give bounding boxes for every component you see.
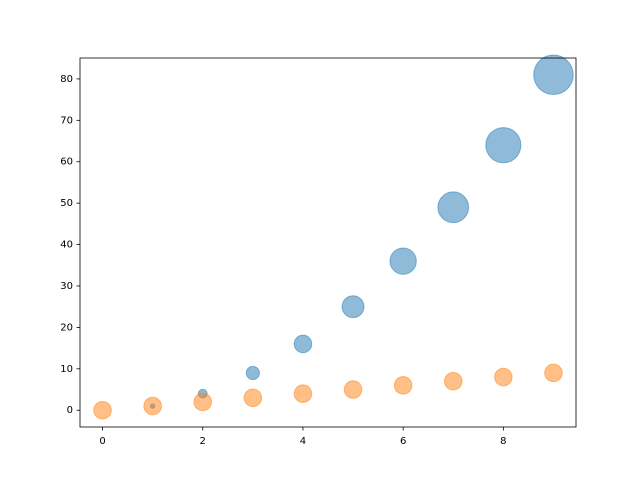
scatter-point bbox=[437, 191, 470, 224]
scatter-point bbox=[293, 334, 313, 354]
scatter-point bbox=[245, 365, 260, 381]
x-tick-label: 2 bbox=[200, 436, 206, 447]
y-tick-label: 40 bbox=[60, 240, 73, 251]
x-tick-label: 4 bbox=[300, 436, 306, 447]
scatter-point bbox=[341, 295, 365, 319]
y-tick-label: 0 bbox=[67, 405, 73, 416]
scatter-point bbox=[93, 400, 112, 420]
y-tick-label: 70 bbox=[60, 115, 73, 126]
y-tick-label: 20 bbox=[60, 322, 73, 333]
scatter-point bbox=[143, 396, 162, 416]
scatter-point bbox=[389, 247, 417, 275]
scatter-point bbox=[393, 376, 413, 395]
scatter-point bbox=[343, 380, 363, 399]
x-tick-label: 0 bbox=[99, 436, 105, 447]
x-tick-label: 8 bbox=[500, 436, 506, 447]
y-tick-label: 30 bbox=[60, 281, 73, 292]
scatter-point bbox=[533, 54, 574, 96]
plot-frame bbox=[79, 57, 577, 428]
y-tick-label: 50 bbox=[60, 198, 73, 209]
scatter-point bbox=[443, 371, 463, 391]
y-tick-label: 10 bbox=[60, 364, 73, 375]
x-tick-label: 6 bbox=[400, 436, 406, 447]
scatter-point bbox=[485, 127, 522, 164]
scatter-point bbox=[293, 384, 313, 403]
y-tick-label: 80 bbox=[60, 74, 73, 85]
scatter-point bbox=[544, 363, 563, 383]
y-tick-label: 60 bbox=[60, 157, 73, 168]
scatter-point bbox=[193, 392, 213, 412]
scatter-point bbox=[494, 367, 513, 387]
scatter-point bbox=[243, 388, 263, 408]
